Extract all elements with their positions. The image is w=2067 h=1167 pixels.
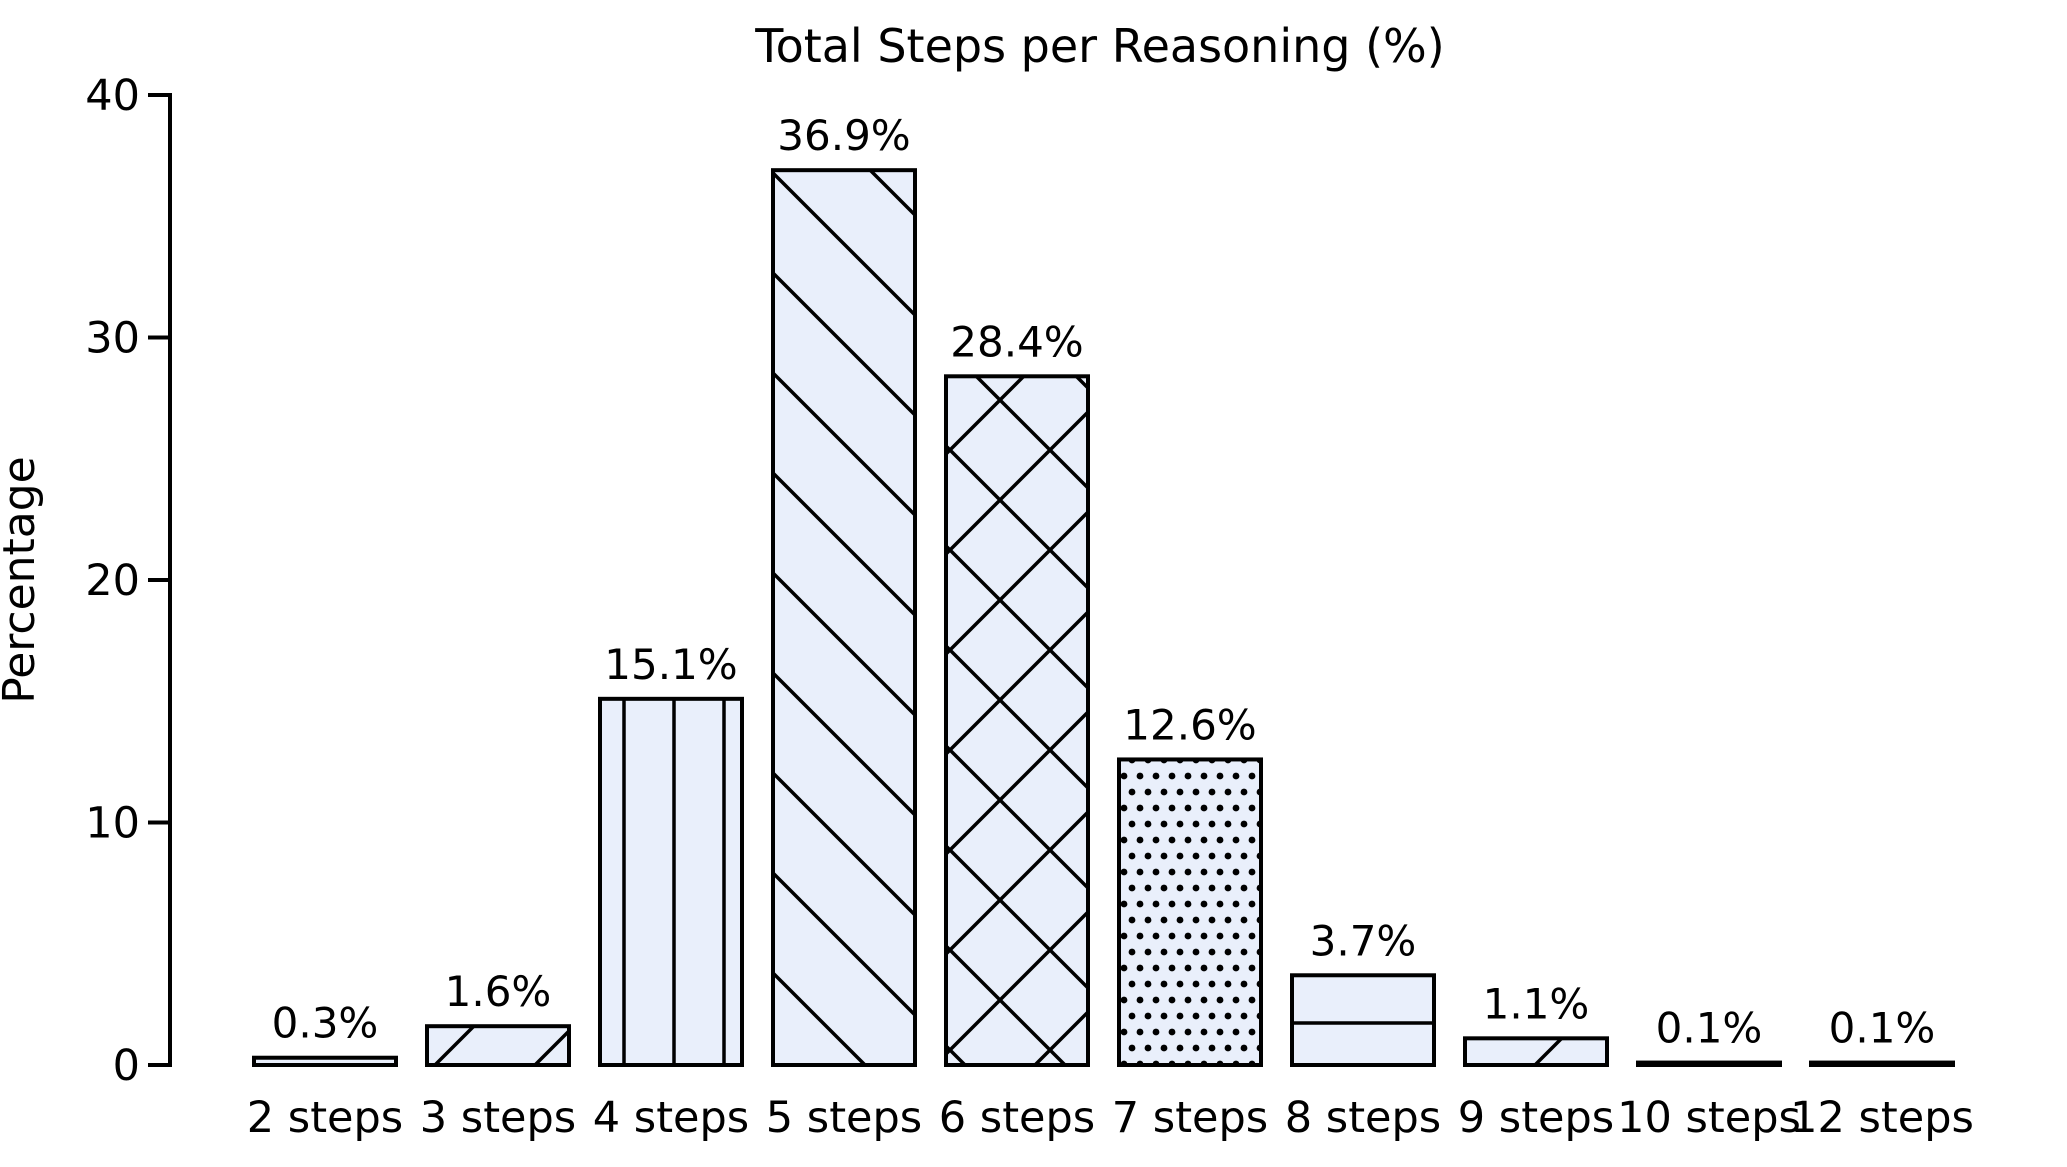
y-tick-label: 0	[113, 1041, 140, 1091]
bar-10-steps	[1636, 1060, 1782, 1067]
bar-12-steps	[1809, 1060, 1955, 1067]
bar-value-label: 0.1%	[1656, 1004, 1763, 1053]
y-axis-title: Percentage	[0, 456, 45, 704]
x-tick-label: 5 steps	[766, 1093, 922, 1143]
x-tick-label: 10 steps	[1617, 1093, 1801, 1143]
bar-8-steps	[1290, 973, 1436, 1068]
y-tick-label: 20	[85, 556, 140, 606]
bar-value-label: 0.3%	[272, 999, 379, 1048]
x-tick-label: 4 steps	[593, 1093, 749, 1143]
bar-value-label: 12.6%	[1123, 700, 1256, 749]
bar-3-steps	[425, 1024, 571, 1067]
y-tick-label: 30	[85, 314, 140, 364]
bar-value-label: 0.1%	[1829, 1004, 1936, 1053]
x-tick-label: 3 steps	[420, 1093, 576, 1143]
bar-4-steps	[598, 696, 744, 1067]
x-tick-label: 12 steps	[1790, 1093, 1974, 1143]
y-tick-label: 40	[85, 71, 140, 121]
x-tick-label: 2 steps	[247, 1093, 403, 1143]
chart-title: Total Steps per Reasoning (%)	[754, 19, 1444, 73]
x-tick-label: 7 steps	[1112, 1093, 1268, 1143]
x-tick-label: 6 steps	[939, 1093, 1095, 1143]
bar-value-label: 3.7%	[1310, 916, 1417, 965]
bar-9-steps	[1463, 1036, 1609, 1067]
bar-value-label: 1.1%	[1483, 979, 1590, 1028]
x-tick-label: 8 steps	[1285, 1093, 1441, 1143]
bar-value-label: 1.6%	[445, 967, 552, 1016]
bar-value-label: 28.4%	[950, 317, 1083, 366]
bar-5-steps	[771, 168, 917, 1068]
bars-group	[252, 168, 1955, 1068]
bar-7-steps	[1117, 757, 1263, 1067]
x-tick-label: 9 steps	[1458, 1093, 1614, 1143]
bar-value-label: 15.1%	[604, 640, 737, 689]
x-axis-labels: 2 steps 3 steps 4 steps 5 steps 6 steps 7 ste…	[247, 1093, 1974, 1143]
bar-value-labels: 0.3% 1.6% 15.1% 36.9% 28.4% 12.6% 3.7% 1.1% 0.1%…	[272, 111, 1936, 1052]
y-tick-label: 10	[85, 799, 140, 849]
bar-6-steps	[944, 374, 1090, 1067]
y-axis-ticks: 0 10 20 30 40	[85, 71, 170, 1091]
bar-value-label: 36.9%	[777, 111, 910, 160]
bar-2-steps	[252, 1055, 398, 1067]
